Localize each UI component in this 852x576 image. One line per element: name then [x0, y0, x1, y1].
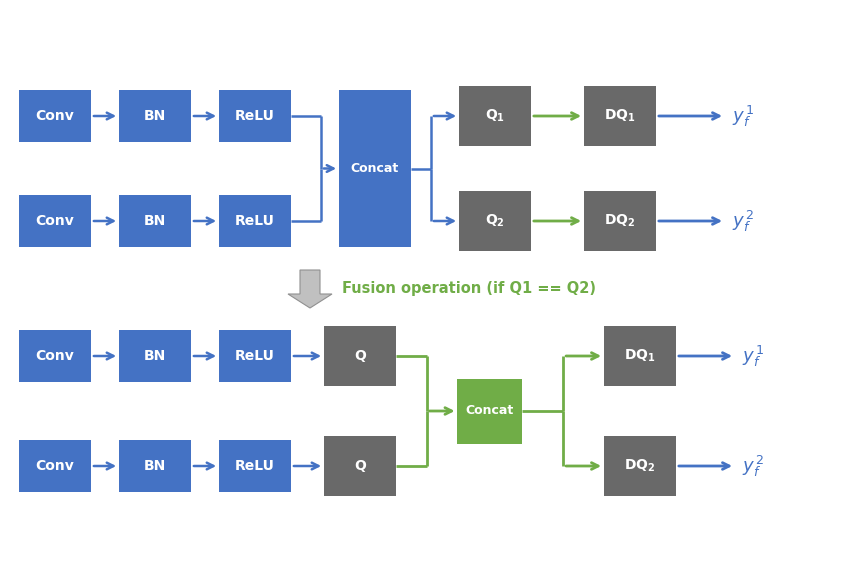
Text: $y_f^{\,2}$: $y_f^{\,2}$ — [741, 453, 764, 479]
Text: ReLU: ReLU — [235, 109, 274, 123]
FancyBboxPatch shape — [457, 378, 522, 444]
FancyBboxPatch shape — [119, 440, 191, 492]
Text: $\mathbf{DQ_{1}}$: $\mathbf{DQ_{1}}$ — [603, 108, 635, 124]
Text: BN: BN — [144, 459, 166, 473]
FancyBboxPatch shape — [603, 436, 675, 496]
FancyBboxPatch shape — [458, 86, 531, 146]
FancyBboxPatch shape — [603, 326, 675, 386]
Text: Conv: Conv — [36, 214, 74, 228]
Text: Concat: Concat — [350, 162, 399, 175]
Text: Fusion operation (if Q1 == Q2): Fusion operation (if Q1 == Q2) — [342, 282, 596, 297]
FancyBboxPatch shape — [584, 191, 655, 251]
Text: ReLU: ReLU — [235, 214, 274, 228]
Text: Concat: Concat — [465, 404, 514, 418]
FancyBboxPatch shape — [338, 90, 411, 247]
FancyBboxPatch shape — [119, 330, 191, 382]
Text: ReLU: ReLU — [235, 349, 274, 363]
Text: $y_f^{\,2}$: $y_f^{\,2}$ — [731, 209, 754, 234]
Text: $\mathbf{DQ_{1}}$: $\mathbf{DQ_{1}}$ — [624, 348, 655, 364]
Text: Conv: Conv — [36, 459, 74, 473]
FancyBboxPatch shape — [324, 436, 395, 496]
FancyBboxPatch shape — [219, 330, 291, 382]
Text: $\mathbf{DQ_{2}}$: $\mathbf{DQ_{2}}$ — [603, 213, 635, 229]
FancyBboxPatch shape — [19, 90, 91, 142]
FancyBboxPatch shape — [19, 440, 91, 492]
FancyBboxPatch shape — [19, 330, 91, 382]
Text: ReLU: ReLU — [235, 459, 274, 473]
Text: $\mathbf{Q_{1}}$: $\mathbf{Q_{1}}$ — [485, 108, 504, 124]
Text: Q: Q — [354, 459, 366, 473]
FancyBboxPatch shape — [584, 86, 655, 146]
FancyBboxPatch shape — [119, 195, 191, 247]
FancyBboxPatch shape — [19, 195, 91, 247]
FancyBboxPatch shape — [219, 90, 291, 142]
Text: $y_f^{\,1}$: $y_f^{\,1}$ — [741, 343, 764, 369]
FancyBboxPatch shape — [119, 90, 191, 142]
Text: Conv: Conv — [36, 109, 74, 123]
FancyBboxPatch shape — [219, 440, 291, 492]
Text: $\mathbf{Q_{2}}$: $\mathbf{Q_{2}}$ — [485, 213, 504, 229]
FancyBboxPatch shape — [458, 191, 531, 251]
Text: $\mathbf{DQ_{2}}$: $\mathbf{DQ_{2}}$ — [624, 458, 655, 474]
FancyBboxPatch shape — [324, 326, 395, 386]
Text: BN: BN — [144, 214, 166, 228]
Text: Conv: Conv — [36, 349, 74, 363]
Text: BN: BN — [144, 349, 166, 363]
Text: $y_f^{\,1}$: $y_f^{\,1}$ — [731, 104, 754, 128]
FancyBboxPatch shape — [219, 195, 291, 247]
Text: BN: BN — [144, 109, 166, 123]
Polygon shape — [288, 270, 331, 308]
Text: Q: Q — [354, 349, 366, 363]
